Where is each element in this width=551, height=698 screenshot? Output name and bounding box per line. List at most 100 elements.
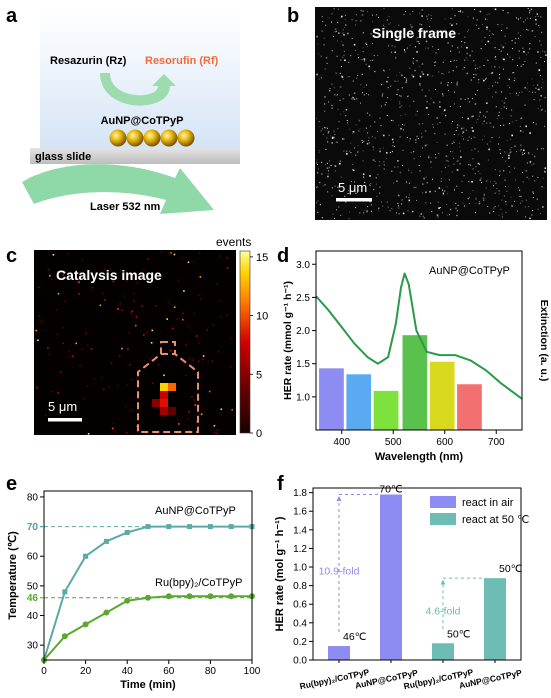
event-pixel [211, 360, 214, 362]
event-pixel [39, 319, 41, 321]
noise-speck [526, 162, 528, 164]
noise-speck [412, 210, 414, 212]
bar-d [402, 335, 428, 430]
y-tick-label-f: 0.2 [293, 637, 307, 648]
noise-speck [435, 89, 436, 90]
noise-speck [472, 130, 474, 132]
panel-a: a Resazurin (Rz) Resorufin (Rf) AuNP@CoT… [6, 5, 240, 214]
event-pixel [82, 397, 85, 400]
event-pixel [215, 432, 218, 435]
noise-speck [453, 163, 455, 165]
bar-label-f: 50℃ [447, 628, 471, 640]
noise-speck [388, 15, 390, 17]
noise-speck [523, 51, 525, 53]
noise-speck [544, 51, 546, 53]
noise-speck [542, 206, 544, 208]
noise-speck [370, 33, 372, 35]
noise-speck [412, 75, 415, 78]
noise-speck [316, 186, 318, 188]
event-pixel [189, 358, 191, 360]
noise-speck [505, 160, 507, 162]
noise-speck [448, 71, 450, 73]
y-tick-label-e: 70 [27, 522, 39, 533]
noise-speck [328, 167, 330, 169]
x-axis-label-e: Time (min) [120, 679, 176, 691]
panel-b: b Single frame 5 μm [287, 5, 547, 220]
noise-speck [462, 11, 464, 13]
noise-speck [501, 91, 502, 93]
noise-speck [461, 116, 463, 118]
noise-speck [475, 203, 477, 204]
noise-speck [432, 123, 434, 125]
noise-speck [456, 66, 458, 68]
noise-speck [404, 77, 406, 79]
noise-speck [509, 122, 511, 124]
noise-speck [337, 8, 339, 10]
noise-speck [318, 78, 320, 80]
noise-speck [501, 213, 503, 215]
data-point-e [165, 593, 172, 600]
noise-speck [493, 185, 495, 187]
noise-speck [454, 15, 456, 17]
bar-d [319, 368, 344, 430]
noise-speck [495, 58, 497, 60]
noise-speck [503, 170, 505, 172]
noise-speck [446, 214, 448, 216]
noise-speck [430, 18, 432, 19]
data-point-e [166, 524, 172, 530]
data-point-e [82, 621, 89, 628]
noise-speck [468, 203, 470, 204]
noise-speck [435, 157, 437, 159]
chart-f: 46℃ 70℃ 50℃ 50℃ 10.9-fold 4.6-fold 0.0 0.2 0.4 0.… [274, 484, 529, 692]
noise-speck [509, 138, 511, 140]
noise-speck [532, 91, 534, 93]
noise-speck [511, 40, 513, 42]
event-pixel [133, 300, 135, 302]
noise-speck [411, 26, 413, 28]
noise-speck [528, 90, 530, 92]
event-pixel [191, 396, 193, 398]
scale-bar-b-label: 5 μm [338, 180, 367, 195]
bar-d [429, 361, 455, 430]
noise-speck [497, 82, 499, 84]
x-tick-label-e: 0 [41, 666, 47, 677]
noise-speck [456, 169, 458, 171]
noise-speck [428, 89, 430, 91]
noise-speck [455, 130, 457, 131]
noise-speck [373, 149, 375, 151]
noise-speck [393, 146, 395, 147]
cell-outline [137, 341, 199, 433]
bar-label-f: 70℃ [379, 484, 403, 496]
noise-speck [429, 26, 431, 27]
noise-speck [447, 82, 449, 83]
noise-speck [391, 138, 394, 141]
scale-bar-c-label: 5 μm [48, 399, 77, 414]
noise-speck [322, 128, 324, 130]
noise-speck [408, 182, 410, 184]
noise-speck [367, 112, 369, 114]
noise-speck [435, 61, 437, 63]
noise-speck [483, 120, 485, 122]
noise-speck [376, 130, 378, 132]
noise-speck [383, 168, 385, 170]
noise-speck [536, 198, 538, 200]
noise-speck [468, 181, 470, 183]
noise-speck [463, 175, 465, 177]
noise-speck [421, 136, 423, 138]
noise-speck [522, 154, 524, 156]
noise-speck [458, 33, 460, 35]
noise-speck [389, 210, 391, 212]
event-pixel [86, 385, 89, 387]
noise-speck [446, 186, 448, 188]
noise-speck [531, 153, 533, 155]
noise-speck [517, 32, 519, 34]
noise-speck [383, 134, 385, 137]
noise-speck [318, 53, 320, 55]
noise-speck [410, 26, 412, 27]
annotation-d: AuNP@CoTPyP [429, 265, 510, 277]
noise-speck [407, 210, 409, 212]
noise-speck [343, 34, 345, 36]
noise-speck [460, 10, 462, 12]
event-pixel [135, 315, 138, 318]
noise-speck [525, 125, 527, 128]
